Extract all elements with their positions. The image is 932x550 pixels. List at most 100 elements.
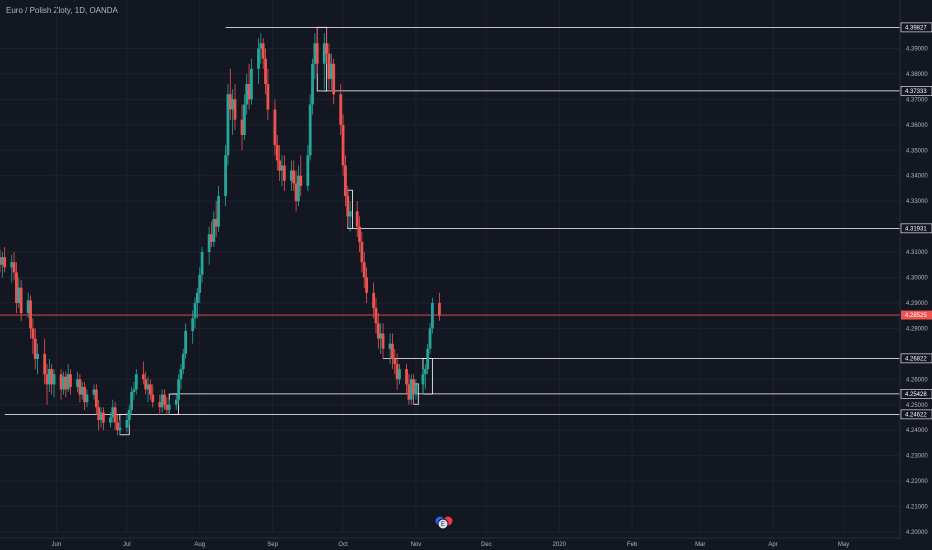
candle-body xyxy=(174,399,178,405)
levels[interactable] xyxy=(0,27,900,415)
candle-body xyxy=(388,343,392,349)
candle-body xyxy=(43,353,47,375)
current-price-label-box xyxy=(901,310,932,320)
candle xyxy=(151,384,155,408)
x-tick-label: Feb xyxy=(627,542,638,548)
candle xyxy=(36,343,39,375)
y-tick-label: 4.23000 xyxy=(906,454,928,460)
candle-body xyxy=(83,386,86,403)
candle-body xyxy=(407,384,411,400)
candle xyxy=(261,38,265,69)
candle xyxy=(423,364,427,390)
candle-body xyxy=(127,409,131,421)
candle-body xyxy=(0,257,4,265)
candle xyxy=(233,84,237,130)
level-label-box xyxy=(900,409,932,420)
candle-body xyxy=(80,386,84,395)
candle-body xyxy=(306,155,310,186)
candle-body xyxy=(282,165,286,181)
level-label-box xyxy=(900,22,932,33)
candle-body xyxy=(111,407,115,418)
x-tick-label: Jun xyxy=(52,542,62,548)
candle xyxy=(130,386,133,415)
candle xyxy=(355,201,359,237)
candle-body xyxy=(33,338,37,359)
candle-body xyxy=(289,170,293,181)
level-label: 4.39827 xyxy=(905,25,927,31)
x-tick-label: Mar xyxy=(695,542,705,548)
candle xyxy=(231,89,235,135)
candle xyxy=(379,323,383,354)
candle xyxy=(10,254,14,283)
level-label-box xyxy=(900,353,932,364)
candle-body xyxy=(141,374,145,380)
candle xyxy=(45,364,49,405)
x-tick-label: Aug xyxy=(194,542,205,548)
candle xyxy=(111,399,115,423)
candle-body xyxy=(339,94,343,125)
candle-body xyxy=(426,348,430,370)
candle xyxy=(76,371,79,393)
candle-body xyxy=(50,369,54,385)
candle xyxy=(259,33,263,64)
symbol-title: Euro / Polish Zloty, 1D, OANDA xyxy=(6,6,118,15)
candle-body xyxy=(163,394,166,405)
candle xyxy=(15,262,18,314)
candle xyxy=(346,185,350,227)
candle-body xyxy=(113,407,117,423)
candle xyxy=(132,381,136,400)
candle-body xyxy=(101,412,105,423)
candle-body xyxy=(341,124,345,166)
candle-body xyxy=(228,94,232,110)
candle xyxy=(393,348,397,375)
candle-body xyxy=(191,318,195,331)
candle-body xyxy=(409,379,413,400)
events-badge[interactable]: E xyxy=(434,515,454,530)
candle xyxy=(409,374,413,405)
candle-body xyxy=(10,262,14,268)
candle xyxy=(240,104,244,151)
candle xyxy=(181,348,185,375)
candle-body xyxy=(200,252,204,275)
candle-body xyxy=(92,389,96,395)
level-label: 4.31931 xyxy=(905,226,927,232)
candle xyxy=(315,28,319,74)
candle xyxy=(127,404,131,426)
candle-body xyxy=(214,218,218,227)
zones xyxy=(119,26,433,436)
candle-body xyxy=(224,155,227,197)
candle-body xyxy=(52,374,56,385)
candle-body xyxy=(250,68,253,100)
y-tick-label: 4.22000 xyxy=(906,479,928,485)
candle xyxy=(224,145,227,207)
candle-body xyxy=(64,376,68,390)
candle-body xyxy=(109,417,112,423)
candle xyxy=(327,43,331,90)
candle-body xyxy=(94,389,98,408)
candle xyxy=(101,407,105,431)
candle xyxy=(395,353,399,390)
candle-body xyxy=(358,226,361,242)
candle-body xyxy=(231,99,235,110)
candle-body xyxy=(275,145,279,161)
candle xyxy=(43,338,47,385)
candle-body xyxy=(264,58,267,85)
candle-body xyxy=(0,257,2,265)
candle xyxy=(158,394,162,415)
candle xyxy=(214,201,218,237)
candle xyxy=(198,267,202,303)
candle xyxy=(341,114,345,176)
candle-body xyxy=(421,374,425,385)
candle-body xyxy=(362,262,366,278)
candle-body xyxy=(412,379,415,395)
candle xyxy=(99,407,103,428)
y-tick-label: 4.25000 xyxy=(906,403,928,409)
candle-body xyxy=(116,422,119,431)
candle-body xyxy=(374,308,378,324)
candle xyxy=(306,145,310,191)
candle-body xyxy=(329,63,333,79)
x-tick-label: 2020 xyxy=(553,542,567,548)
candle xyxy=(372,282,376,319)
